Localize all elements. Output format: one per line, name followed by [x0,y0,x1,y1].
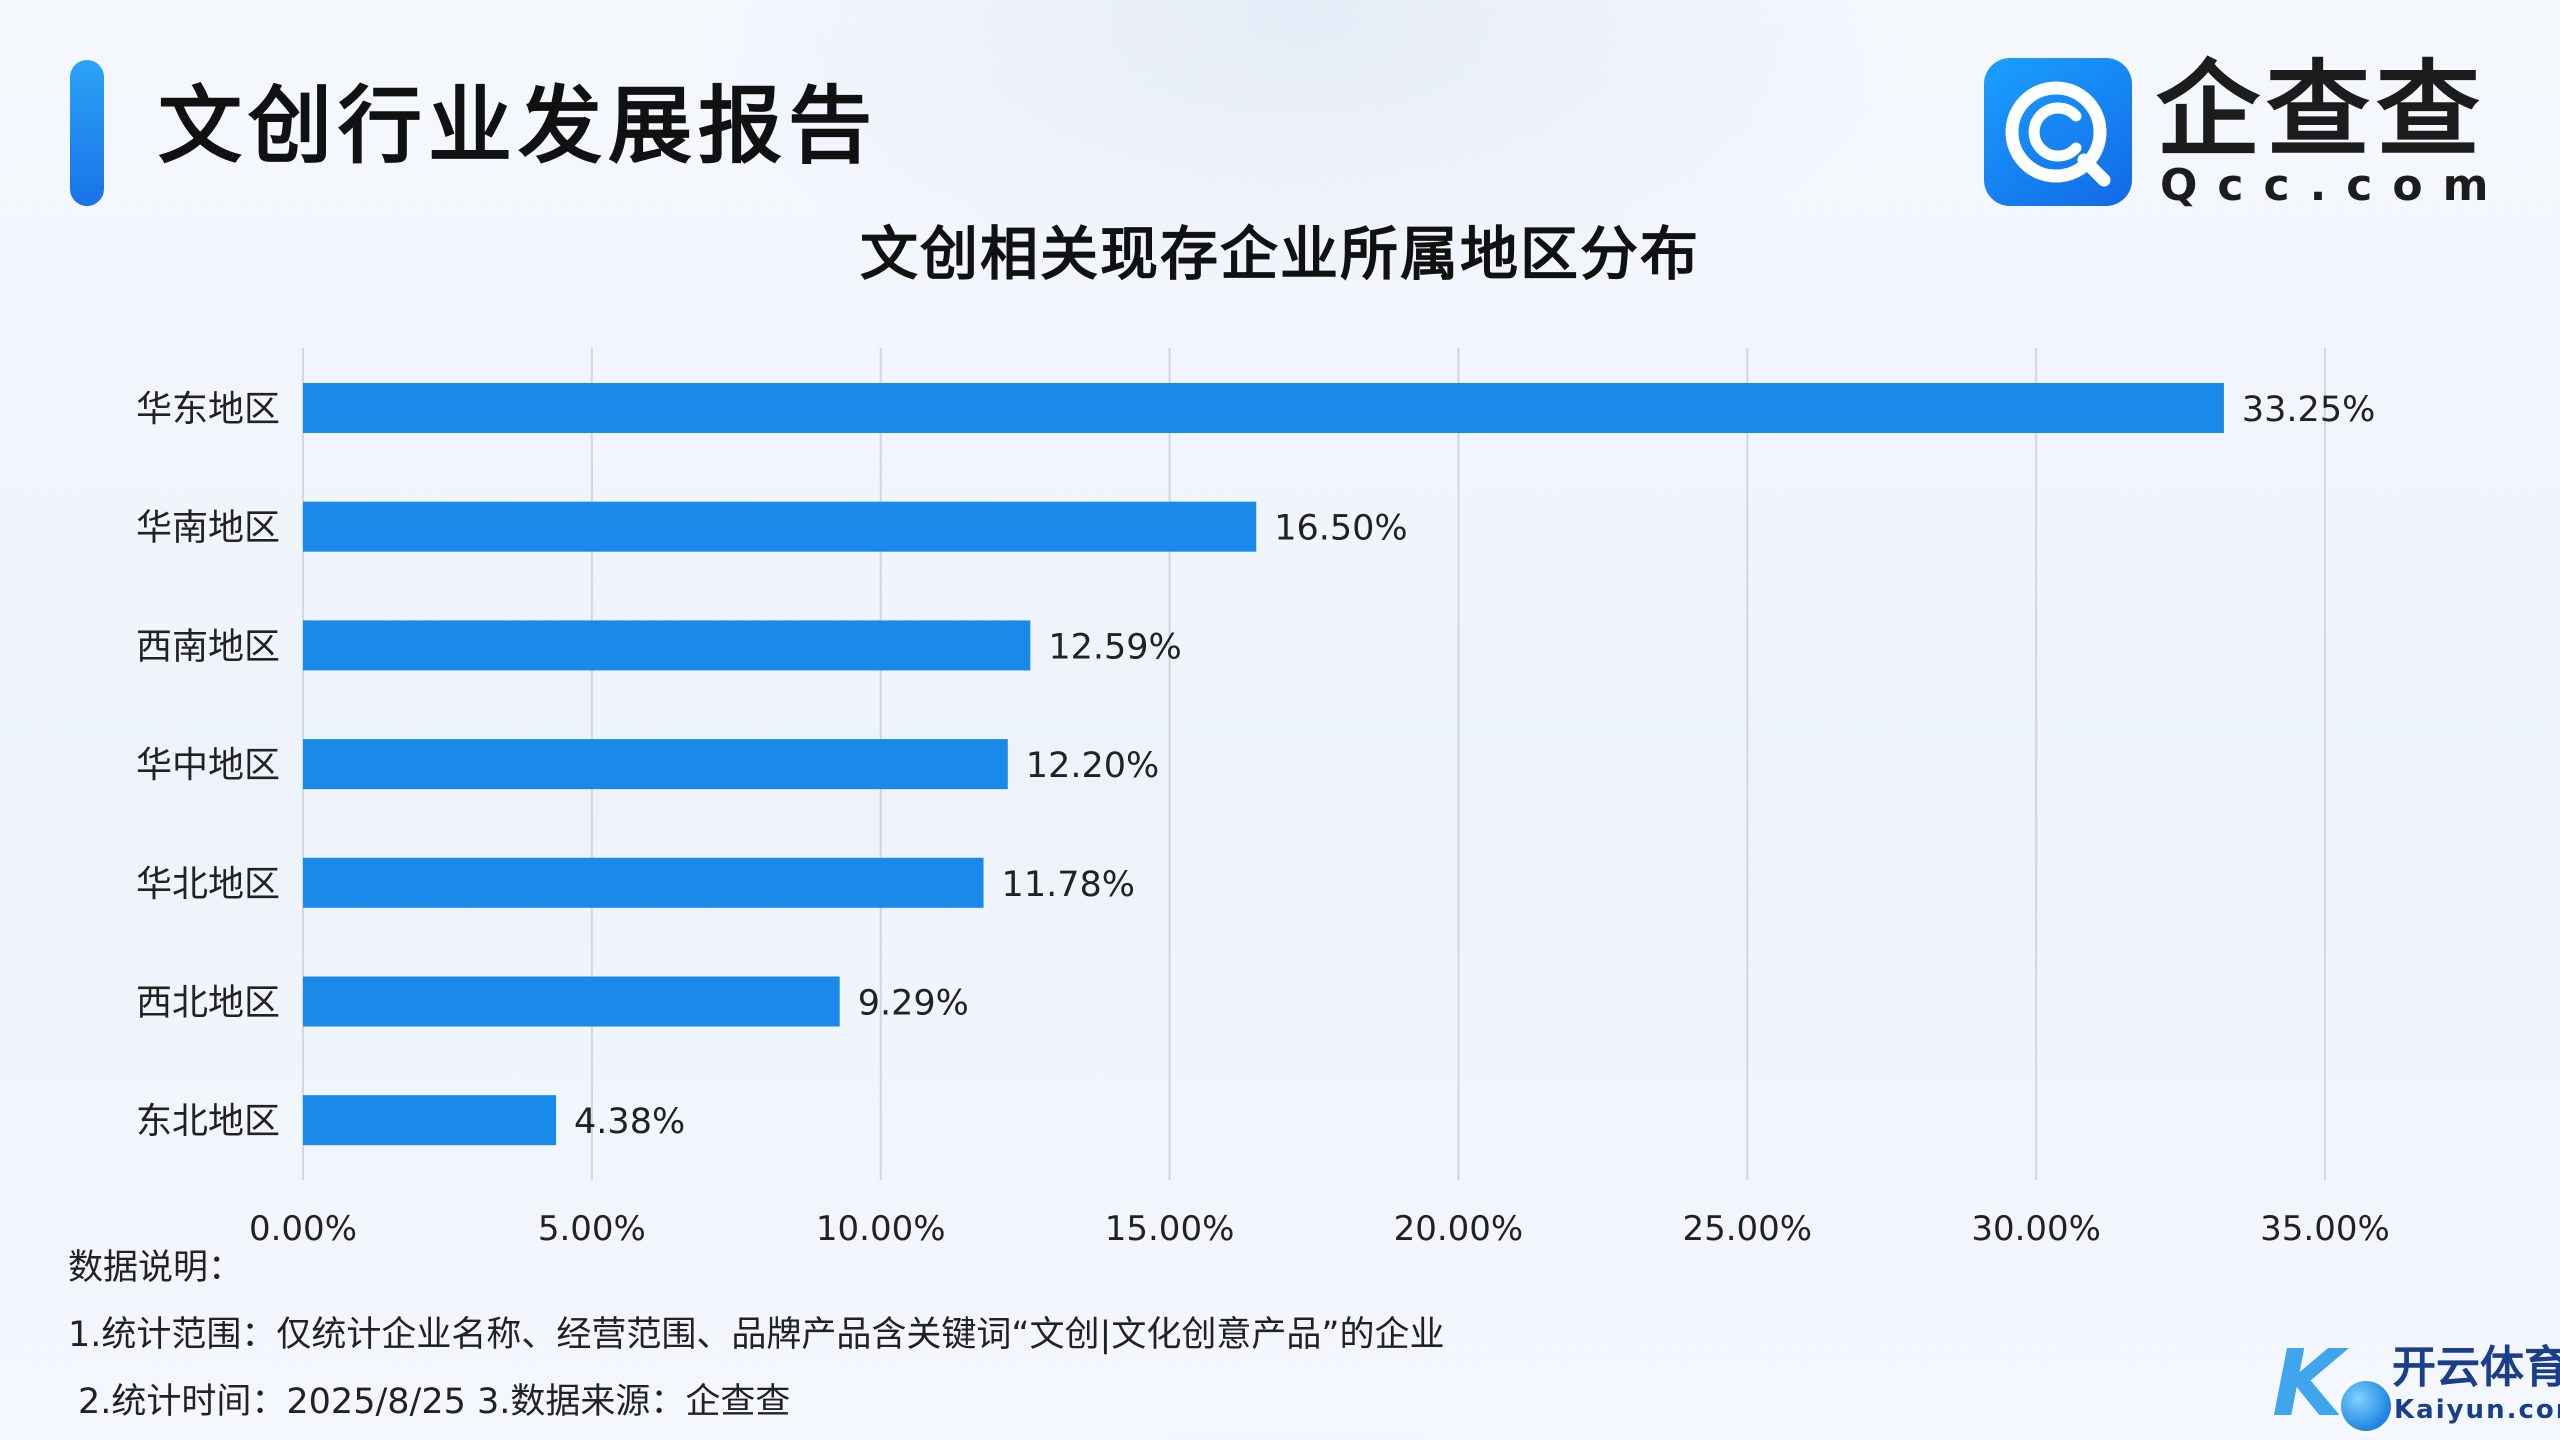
data-notes-heading: 数据说明： [68,1248,244,1288]
data-label: 12.59% [1048,627,1181,667]
chart-title: 文创相关现存企业所属地区分布 [859,220,1700,288]
x-tick-label: 15.00% [1105,1209,1235,1249]
category-label: 东北地区 [136,1101,280,1142]
category-label: 西北地区 [136,983,280,1024]
x-tick-label: 30.00% [1971,1209,2101,1249]
data-label: 12.20% [1026,746,1159,786]
data-label: 11.78% [1002,865,1135,905]
logo-wordmark-en: Qcc.com [2160,160,2509,211]
watermark-cn: 开云体育 [2392,1342,2560,1393]
category-label: 华东地区 [136,389,280,430]
title-accent-bar [70,60,104,206]
x-tick-label: 5.00% [538,1209,646,1249]
x-tick-label: 0.00% [249,1209,357,1249]
category-label: 华中地区 [136,745,280,786]
x-tick-label: 20.00% [1394,1209,1524,1249]
x-tick-label: 25.00% [1682,1209,1812,1249]
report-title: 文创行业发展报告 [158,77,879,175]
x-tick-label: 10.00% [816,1209,946,1249]
logo-wordmark-cn: 企查查 [2156,49,2487,171]
value-labels: 33.25% 16.50% 12.59% 12.20% 11.78% 9.29% 4.38% [574,390,2375,1142]
bar [303,501,1257,552]
category-label: 华南地区 [136,508,280,549]
category-label: 华北地区 [136,864,280,905]
kaiyun-watermark: K 开云体育 Kaiyun.com [2272,1330,2560,1437]
kaiyun-k-icon: K [2272,1330,2344,1437]
category-label: 西南地区 [136,626,280,667]
bar [303,739,1008,790]
bar [303,1095,557,1146]
bar [303,976,840,1027]
data-label: 4.38% [574,1102,685,1142]
watermark-en: Kaiyun.com [2394,1395,2560,1425]
qcc-logo: 企查查 Qcc.com [1984,50,2544,211]
qcc-logo-icon [1984,58,2132,206]
bar [303,383,2224,433]
data-note-scope: 1.统计范围：仅统计企业名称、经营范围、品牌产品含关键词“文创|文化创意产品”的… [68,1315,1445,1355]
data-label: 16.50% [1274,509,1407,549]
ball-icon [2338,1378,2394,1434]
x-tick-label: 35.00% [2260,1209,2390,1249]
x-axis-tick-labels: 0.00% 5.00% 10.00% 15.00% 20.00% 25.00% 30.00%… [249,1209,2390,1249]
bars [303,383,2224,1146]
data-note-time-source: 2.统计时间：2025/8/25 3.数据来源：企查查 [78,1382,791,1422]
bar [303,620,1031,671]
bar [303,857,984,908]
data-label: 9.29% [858,984,969,1024]
data-label: 33.25% [2242,390,2375,430]
